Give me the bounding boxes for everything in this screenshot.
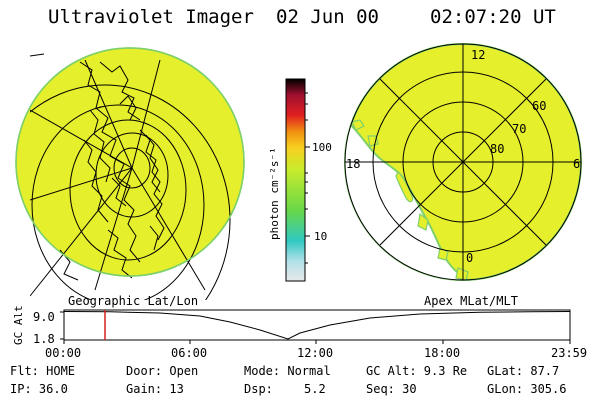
- colorbar-unit: photon cm⁻²s⁻¹: [268, 147, 281, 240]
- lon-meridians: [30, 59, 206, 297]
- colorbar: 100 10 photon cm⁻²s⁻¹: [268, 78, 332, 282]
- colorbar-minor-ticks: [305, 92, 308, 264]
- status-dsp-value: 5.2: [304, 382, 326, 396]
- mlt-meridians: [345, 44, 581, 280]
- mlat-label-70: 70: [512, 122, 526, 136]
- status-glat: GLat: 87.7: [487, 364, 560, 378]
- geographic-image: [15, 47, 245, 300]
- timeline-ytick-high: 9.0: [33, 310, 55, 324]
- lat-circles: [30, 84, 231, 300]
- magnetic-polar-image: 12 18 6 0 60 70 80: [344, 43, 582, 281]
- status-ip: IP: 36.0: [10, 382, 68, 396]
- timeline-ticks: [60, 311, 571, 344]
- mlt-label-12: 12: [471, 48, 485, 62]
- status-gc-alt: GC Alt: 9.3 Re: [366, 364, 468, 378]
- status-glon: GLon: 305.6: [487, 382, 567, 396]
- mlat-label-80: 80: [490, 142, 504, 156]
- colorbar-label-10: 10: [314, 230, 327, 243]
- timeline-ylabel: GC Alt: [12, 305, 25, 345]
- status-mode: Mode: Normal: [244, 364, 331, 378]
- left-caption: Geographic Lat/Lon: [68, 294, 199, 308]
- mlt-label-6: 6: [573, 157, 580, 171]
- time-tick-1200: 12:00: [297, 346, 334, 360]
- time-tick-1800: 18:00: [424, 346, 461, 360]
- mlat-label-60: 60: [532, 99, 546, 113]
- status-door: Door: Open: [126, 364, 199, 378]
- colorbar-label-100: 100: [312, 141, 332, 154]
- timeline-frame: [63, 309, 571, 341]
- status-gain: Gain: 13: [126, 382, 184, 396]
- image-date: 02 Jun 00: [276, 6, 379, 28]
- mlt-label-0: 0: [466, 251, 473, 265]
- mlt-label-18: 18: [346, 157, 360, 171]
- status-seq: Seq: 30: [366, 382, 417, 396]
- colorbar-scale: [285, 78, 306, 282]
- timeline-ytick-low: 1.8: [33, 332, 55, 346]
- earth-disk: [15, 47, 245, 277]
- image-time: 02:07:20 UT: [430, 6, 556, 28]
- altitude-curve: [63, 311, 571, 340]
- time-tick-0600: 06:00: [171, 346, 208, 360]
- instrument-title: Ultraviolet Imager: [48, 6, 254, 28]
- time-tick-0000: 00:00: [45, 346, 82, 360]
- coastlines: [59, 61, 165, 281]
- status-flt: Flt: HOME: [10, 364, 76, 378]
- right-caption: Apex MLat/MLT: [424, 294, 518, 308]
- altitude-timeline: GC Alt 9.0 1.8: [12, 305, 571, 346]
- time-tick-2359: 23:59: [551, 346, 588, 360]
- status-dsp-label: Dsp:: [244, 382, 273, 396]
